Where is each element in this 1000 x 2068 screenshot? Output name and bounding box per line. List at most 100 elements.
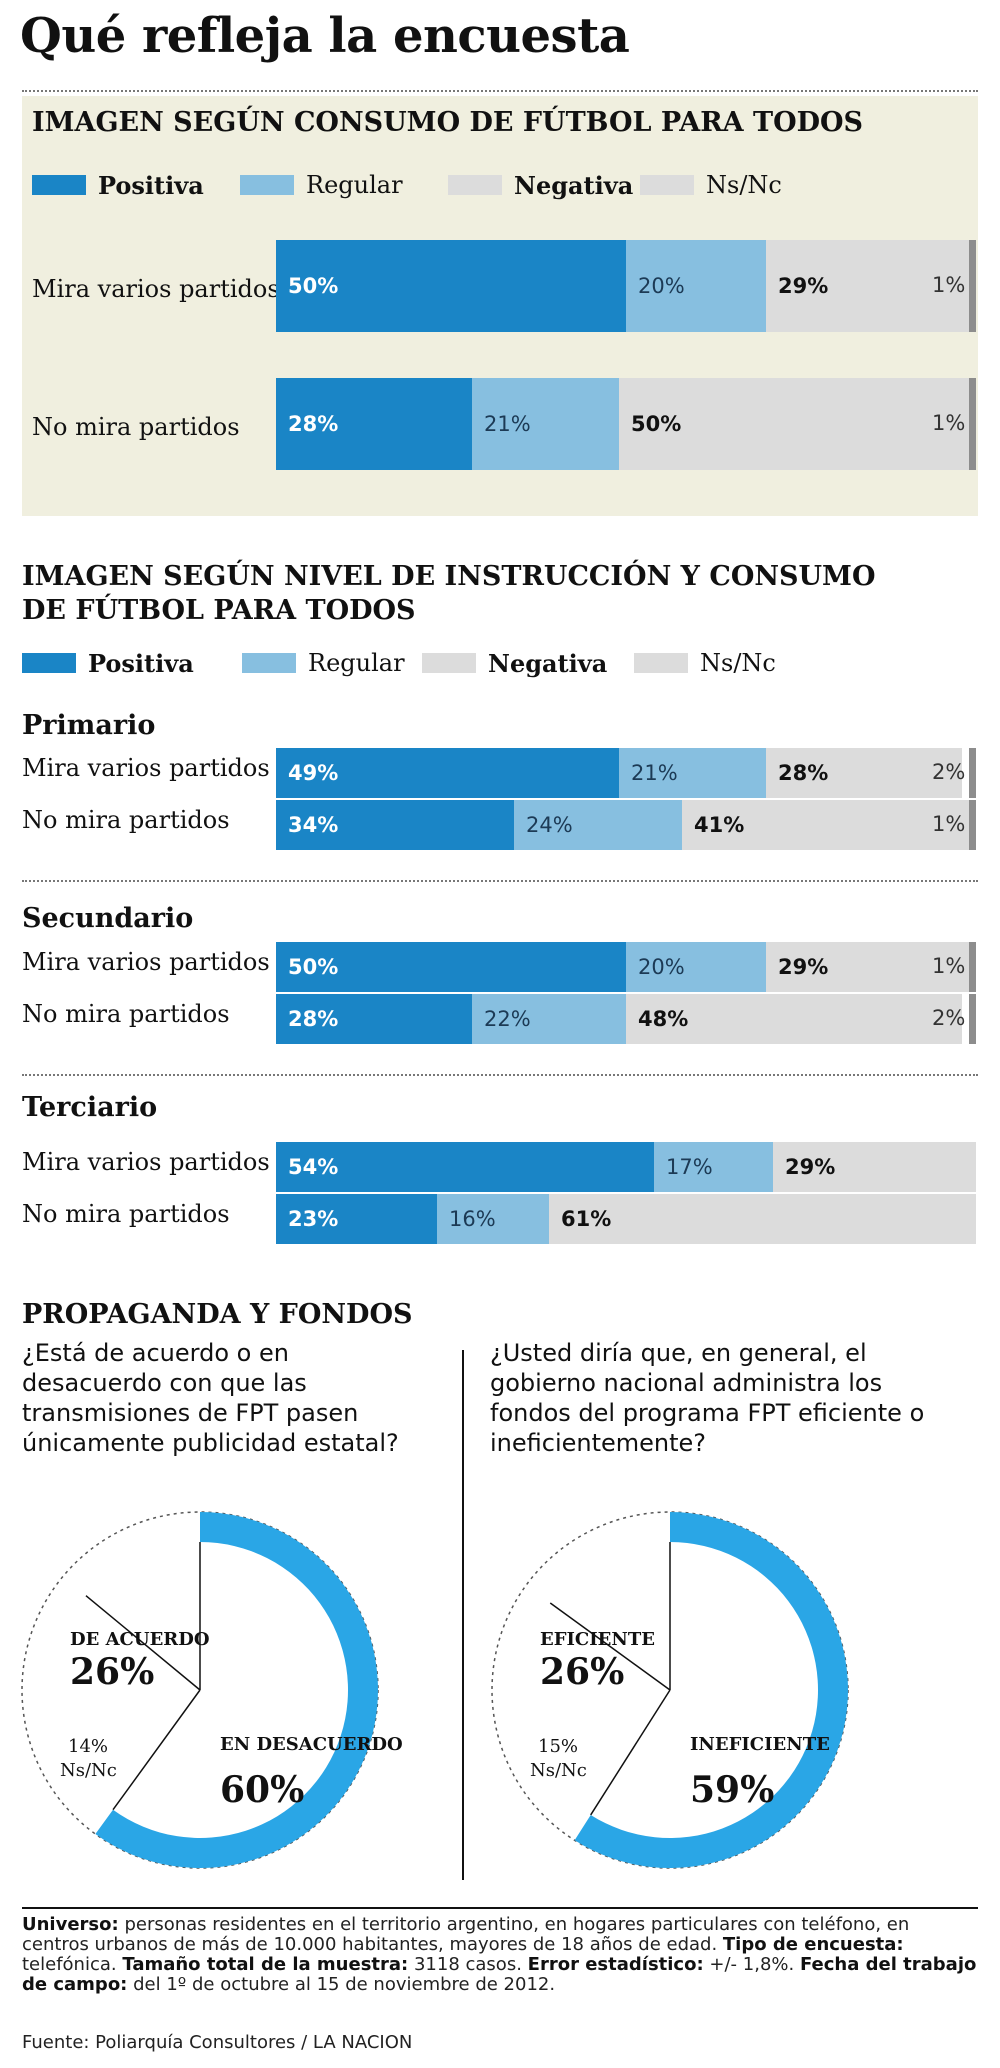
legend-regular: Regular: [240, 171, 403, 199]
bar-regular: 20%: [626, 942, 766, 992]
slice-value: 14%: [68, 1736, 108, 1757]
note-text: personas residentes en el territorio arg…: [22, 1914, 910, 1955]
legend-swatch: [448, 175, 502, 195]
bar-positiva: 23%: [276, 1194, 437, 1244]
bar-value-label: 50%: [288, 274, 339, 298]
bar-regular: 22%: [472, 994, 626, 1044]
bar-negativa: 50%: [619, 378, 969, 470]
slice-name: Ns/Nc: [60, 1760, 117, 1781]
note-label: Tamaño total de la muestra:: [122, 1954, 409, 1975]
pie-slice-main: [95, 1512, 379, 1868]
legend-swatch: [422, 653, 476, 673]
bar-regular: 16%: [437, 1194, 549, 1244]
bar-negativa: 29%: [766, 942, 969, 992]
bar-value-label: 28%: [778, 761, 829, 785]
legend-swatch: [240, 175, 294, 195]
bar-value-label: 41%: [694, 813, 745, 837]
legend-negativa: Negativa: [448, 171, 633, 200]
bar-value-label: 23%: [288, 1207, 339, 1231]
legend-swatch: [22, 653, 76, 673]
legend-nsnc: Ns/Nc: [634, 649, 776, 677]
bar-value-label: 21%: [631, 761, 678, 785]
bar-positiva: 50%: [276, 240, 626, 332]
note-label: Fecha del trabajo de campo:: [22, 1954, 977, 1995]
bar-value-label: 29%: [785, 1155, 836, 1179]
question-publicidad: ¿Está de acuerdo o en desacuerdo con que…: [22, 1339, 399, 1457]
bar-negativa: 29%: [773, 1142, 976, 1192]
bar-value-label: 54%: [288, 1155, 339, 1179]
bar-value-label: 20%: [638, 274, 685, 298]
stacked-bar: 54% 17% 29%: [276, 1142, 976, 1192]
legend-1: Positiva Regular Negativa Ns/Nc: [32, 170, 932, 200]
bar-value-label: 50%: [631, 412, 682, 436]
legend-swatch: [634, 653, 688, 673]
bar-value-label: 49%: [288, 761, 339, 785]
bar-value-label: 17%: [666, 1155, 713, 1179]
slice-name: INEFICIENTE: [690, 1734, 830, 1755]
bar-positiva: 34%: [276, 800, 514, 850]
slice-value: 59%: [690, 1769, 774, 1811]
note-text: 3118 casos.: [413, 1954, 522, 1975]
row-label: No mira partidos: [22, 1000, 230, 1028]
bar-value-label: 1%: [932, 273, 966, 297]
stacked-bar: 50% 20% 29%: [276, 240, 976, 332]
legend-label: Positiva: [98, 170, 204, 200]
slice-value: 15%: [538, 1736, 578, 1757]
bar-nsnc-tick: [969, 240, 976, 332]
legend-positiva: Positiva: [32, 171, 204, 200]
bar-positiva: 28%: [276, 994, 472, 1044]
bar-positiva: 50%: [276, 942, 626, 992]
bar-value-label: 28%: [288, 1007, 339, 1031]
bar-value-label: 29%: [778, 274, 829, 298]
pie-divider: [549, 1602, 671, 1691]
bar-value-label: 20%: [638, 955, 685, 979]
bar-negativa: 41%: [682, 800, 969, 850]
row-label: No mira partidos: [32, 413, 240, 441]
group-title-terciario: Terciario: [22, 1092, 158, 1123]
slice-value: 60%: [220, 1769, 304, 1811]
bar-value-label: 2%: [932, 1006, 966, 1030]
stacked-bar: 28% 22% 48%: [276, 994, 976, 1044]
legend-positiva: Positiva: [22, 649, 194, 678]
slice-name: Ns/Nc: [530, 1760, 587, 1781]
stacked-bar: 49% 21% 28%: [276, 748, 976, 798]
slice-name: DE ACUERDO: [70, 1629, 210, 1650]
note-label: Error estadístico:: [527, 1954, 704, 1975]
bar-regular: 20%: [626, 240, 766, 332]
note-label: Tipo de encuesta:: [722, 1934, 904, 1955]
bar-value-label: 28%: [288, 412, 339, 436]
bar-positiva: 49%: [276, 748, 619, 798]
legend-label: Positiva: [88, 648, 194, 678]
legend-negativa: Negativa: [422, 649, 607, 678]
bar-value-label: 50%: [288, 955, 339, 979]
footer-rule: [22, 1907, 978, 1909]
section-3-title: PROPAGANDA Y FONDOS: [22, 1299, 413, 1330]
bar-negativa: 61%: [549, 1194, 976, 1244]
section-1-title: IMAGEN SEGÚN CONSUMO DE FÚTBOL PARA TODO…: [32, 107, 864, 138]
note-label: Universo:: [22, 1914, 119, 1935]
divider: [22, 1074, 978, 1076]
note-text: +/- 1,8%.: [709, 1954, 795, 1975]
slice-value: 26%: [540, 1651, 624, 1693]
row-label: Mira varios partidos: [22, 1148, 270, 1176]
bar-nsnc-tick: [969, 942, 976, 992]
stacked-bar: 50% 20% 29%: [276, 942, 976, 992]
bar-nsnc-tick: [969, 748, 976, 798]
section-2-title: IMAGEN SEGÚN NIVEL DE INSTRUCCIÓN Y CONS…: [22, 561, 876, 626]
bar-value-label: 61%: [561, 1207, 612, 1231]
legend-label: Negativa: [514, 170, 634, 200]
bar-nsnc-tick: [969, 800, 976, 850]
slice-name: EFICIENTE: [540, 1629, 655, 1650]
slice-name: EN DESACUERDO: [220, 1734, 403, 1755]
bar-regular: 21%: [472, 378, 619, 470]
pie-divider: [112, 1689, 201, 1811]
legend-nsnc: Ns/Nc: [640, 171, 782, 199]
bar-value-label: 24%: [526, 813, 573, 837]
bar-value-label: 22%: [484, 1007, 531, 1031]
legend-swatch: [640, 175, 694, 195]
stacked-bar: 28% 21% 50%: [276, 378, 976, 470]
note-text: telefónica.: [22, 1954, 117, 1975]
bar-value-label: 16%: [449, 1207, 496, 1231]
legend-label: Ns/Nc: [700, 649, 776, 677]
